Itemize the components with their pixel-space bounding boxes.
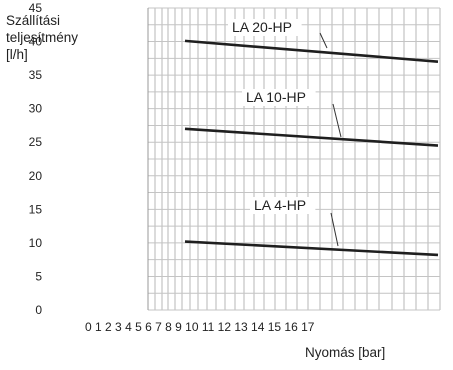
series-leader-line xyxy=(330,212,339,247)
y-tick-label: 20 xyxy=(29,169,43,183)
y-tick-label: 25 xyxy=(29,135,43,149)
series-leader-line xyxy=(319,32,328,49)
y-tick-label: 10 xyxy=(29,236,43,250)
series-label-background xyxy=(250,197,316,214)
y-tick-label: 45 xyxy=(29,1,43,15)
x-tick-label: 7 xyxy=(152,320,162,334)
x-tick-label: 4 xyxy=(122,320,132,334)
x-axis-title: Nyomás [bar] xyxy=(305,345,386,360)
y-axis-title: Szállítási teljesítmény [l/h] xyxy=(6,12,78,63)
series-label-background xyxy=(228,19,302,36)
x-tick-label: 17 xyxy=(298,320,315,334)
x-tick-label: 15 xyxy=(264,320,281,334)
y-tick-label: 0 xyxy=(35,303,42,317)
x-tick-label: 13 xyxy=(231,320,248,334)
x-tick-label: 1 xyxy=(92,320,102,334)
series-leader-line xyxy=(332,103,342,138)
x-tick-label: 12 xyxy=(214,320,231,334)
series-label: LA 20-HP xyxy=(232,19,292,35)
x-tick-label: 5 xyxy=(132,320,142,334)
y-axis-title-line-3: [l/h] xyxy=(6,47,28,62)
x-tick-label: 8 xyxy=(162,320,172,334)
x-tick-label: 11 xyxy=(199,320,215,334)
y-tick-label: 30 xyxy=(29,102,43,116)
series-line xyxy=(184,240,439,257)
series-label-background xyxy=(242,89,316,106)
x-tick-label: 0 xyxy=(85,320,92,334)
y-tick-label: 15 xyxy=(29,202,43,216)
series-line xyxy=(184,127,439,147)
x-tick-label: 2 xyxy=(102,320,112,334)
series-label: LA 4-HP xyxy=(254,197,306,213)
y-tick-label: 35 xyxy=(29,68,43,82)
x-tick-label: 9 xyxy=(172,320,182,334)
series-label: LA 10-HP xyxy=(246,89,306,105)
x-tick-label: 3 xyxy=(112,320,122,334)
x-tick-label: 16 xyxy=(281,320,298,334)
y-axis-title-line-1: Szállítási xyxy=(6,13,61,28)
y-tick-label: 40 xyxy=(29,35,43,49)
x-tick-label: 14 xyxy=(248,320,265,334)
y-tick-label: 5 xyxy=(35,269,42,283)
x-tick-label: 6 xyxy=(142,320,152,334)
x-tick-label: 10 xyxy=(182,320,199,334)
series-line xyxy=(184,39,439,63)
y-axis-title-line-2: teljesítmény xyxy=(6,30,79,45)
x-tick-labels: 0 1 2 3 4 5 6 7 8 9 10 11 12 13 14 15 16… xyxy=(85,320,315,334)
